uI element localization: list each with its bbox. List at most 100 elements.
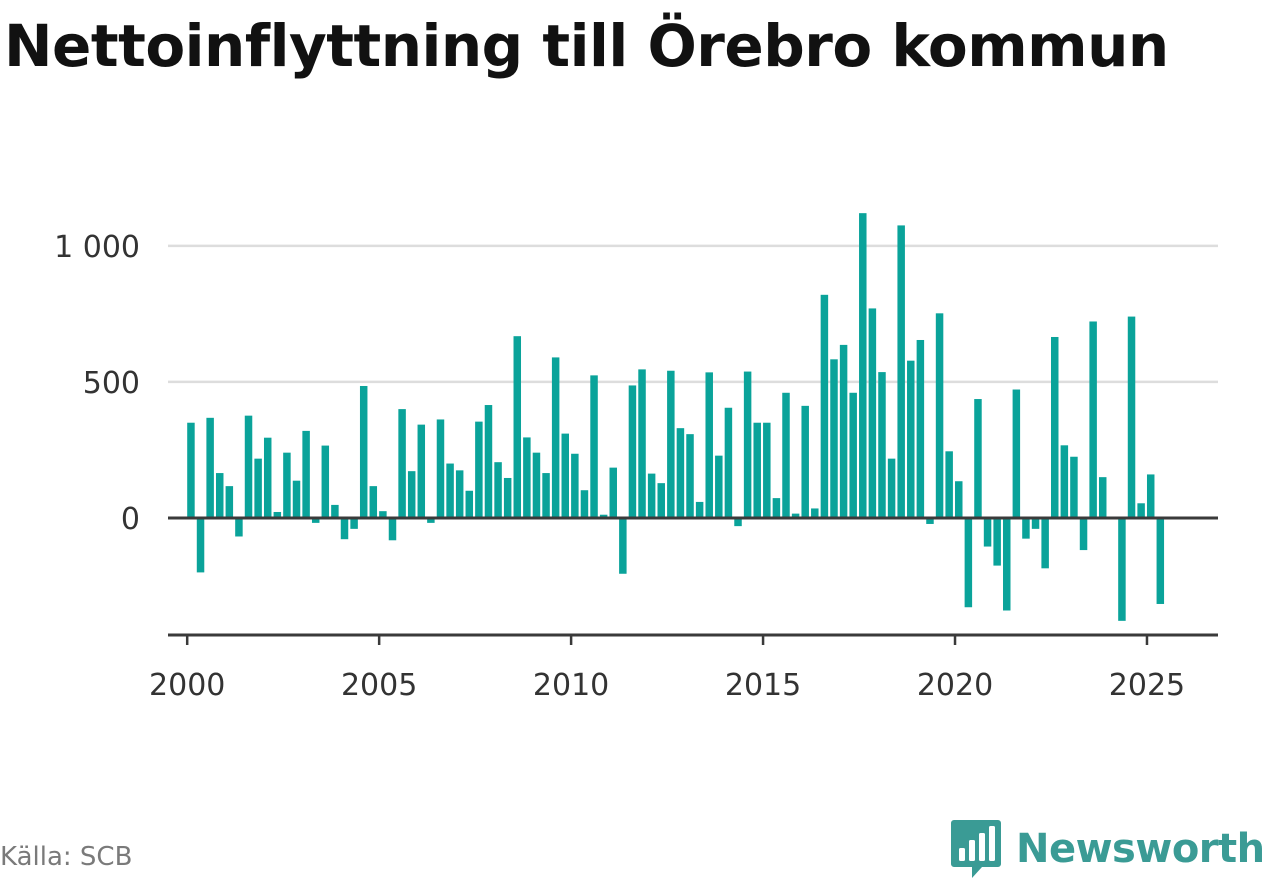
bar (196, 517, 205, 573)
bar (628, 385, 637, 518)
bar (465, 490, 474, 518)
bar (455, 470, 464, 518)
bar (801, 405, 809, 518)
bar (1022, 517, 1030, 539)
bar (1079, 517, 1088, 551)
brand-logo: Newsworthy (950, 818, 1262, 880)
bar (571, 453, 579, 518)
bar (206, 417, 214, 518)
bar (1060, 445, 1069, 518)
bar (244, 415, 253, 518)
bar (1089, 321, 1097, 518)
bar (926, 517, 934, 524)
bar (916, 339, 925, 518)
bar (446, 463, 454, 518)
bar (235, 517, 243, 537)
bar (523, 437, 531, 518)
x-tick-label: 2010 (533, 668, 609, 703)
chart-title: Nettoinflyttning till Örebro kommun (4, 12, 1169, 80)
bar (484, 405, 493, 518)
bar (1070, 456, 1078, 518)
bar (763, 422, 771, 518)
bar (436, 419, 445, 518)
bar (830, 359, 838, 518)
bar-chart-speech-bubble-icon (951, 820, 1001, 878)
bar (302, 430, 310, 518)
bar (887, 458, 896, 518)
bar (782, 392, 790, 518)
bar (215, 473, 224, 518)
bar (225, 486, 234, 518)
bar (407, 471, 416, 518)
bar (638, 369, 646, 518)
bar (974, 399, 982, 518)
x-tick-label: 2025 (1109, 668, 1185, 703)
bar (811, 508, 819, 518)
bar (379, 511, 387, 518)
y-tick-label: 1 000 (54, 230, 140, 265)
bar (1118, 517, 1126, 621)
x-tick-label: 2005 (341, 668, 417, 703)
bar-series (187, 213, 1165, 621)
bar (705, 372, 713, 518)
bar (695, 501, 704, 518)
bar (964, 517, 973, 608)
bar (532, 452, 541, 518)
bar (417, 424, 426, 518)
bar (599, 514, 608, 518)
bar (283, 452, 291, 518)
bar (273, 511, 282, 518)
bar (993, 517, 1001, 566)
bar (350, 517, 358, 529)
bar (734, 517, 742, 527)
bar (647, 473, 656, 518)
bar (398, 409, 406, 518)
bar (849, 392, 857, 518)
bar (686, 434, 694, 518)
bar (609, 467, 617, 518)
bar (369, 486, 378, 518)
bar (1012, 389, 1021, 518)
bar (1003, 517, 1011, 611)
bar (907, 360, 915, 518)
bar (667, 370, 675, 518)
brand-name: Newsworthy (1016, 826, 1262, 872)
source-note: Källa: SCB (0, 842, 133, 872)
bar (715, 455, 723, 518)
bar (292, 480, 301, 518)
bar (1051, 336, 1059, 518)
bar (475, 421, 483, 518)
bar (542, 473, 550, 518)
bar (772, 498, 781, 518)
bar (724, 407, 733, 518)
bar (1127, 316, 1136, 518)
bar (187, 422, 195, 518)
bar (676, 428, 685, 518)
bar (331, 504, 339, 518)
bar (820, 294, 829, 518)
bar (494, 462, 502, 518)
bar (1031, 517, 1040, 529)
bar (1156, 517, 1165, 604)
bar (388, 517, 397, 541)
bar (1098, 477, 1107, 518)
bar (859, 213, 867, 518)
x-tick-label: 2015 (725, 668, 801, 703)
axes (168, 516, 1218, 637)
bar (503, 477, 512, 518)
bar (1146, 474, 1155, 518)
bar (580, 490, 589, 518)
x-tick-label: 2000 (149, 668, 225, 703)
bar (743, 371, 752, 518)
bar (945, 451, 953, 518)
bar (791, 513, 800, 518)
bar (590, 375, 598, 518)
bar (983, 517, 992, 547)
bar (321, 445, 330, 518)
bar (1041, 517, 1049, 569)
x-tick-label: 2020 (917, 668, 993, 703)
x-tick-labels: 2000 2005 2010 2015 2020 2025 (149, 635, 1185, 703)
bar (1137, 503, 1145, 518)
bar (955, 481, 963, 518)
y-tick-label: 0 (121, 502, 140, 537)
